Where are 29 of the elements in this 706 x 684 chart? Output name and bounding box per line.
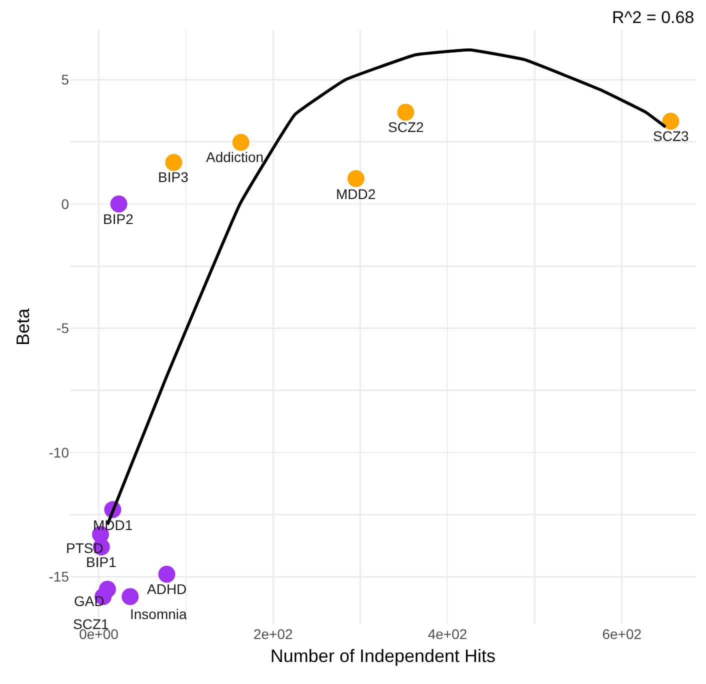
y-tick-label: -15 xyxy=(48,568,70,585)
annotation: MDD2 xyxy=(336,186,376,202)
point xyxy=(347,170,364,188)
x-tick-label: 6e+02 xyxy=(602,626,642,642)
x-tick-label: 4e+02 xyxy=(428,626,468,642)
annotation: BIP1 xyxy=(86,554,117,570)
x-axis-title: Number of Independent Hits xyxy=(270,646,496,666)
point xyxy=(158,566,176,583)
y-tick-label: 5 xyxy=(61,72,70,88)
y-axis-title: Beta xyxy=(12,308,33,346)
point xyxy=(397,104,414,121)
y-tick-label: -5 xyxy=(56,320,70,336)
y-tick-label: 0 xyxy=(61,196,70,212)
point xyxy=(662,112,680,130)
annotation: BIP2 xyxy=(103,211,134,227)
annotation: SCZ2 xyxy=(388,119,424,135)
point xyxy=(122,588,139,606)
annotation: MDD1 xyxy=(93,517,133,533)
x-tick-label: 2e+02 xyxy=(253,626,294,642)
point xyxy=(165,154,182,171)
annotation: BIP3 xyxy=(158,169,189,185)
point xyxy=(110,195,128,212)
y-tick-label: -10 xyxy=(48,444,70,460)
annotation: ADHD xyxy=(147,581,187,597)
annotation: Insomnia xyxy=(130,606,188,622)
annotation: SCZ3 xyxy=(653,128,689,144)
annotation: Addiction xyxy=(206,149,264,165)
point xyxy=(232,134,250,151)
text: R^2 = 0.68 xyxy=(612,8,694,27)
